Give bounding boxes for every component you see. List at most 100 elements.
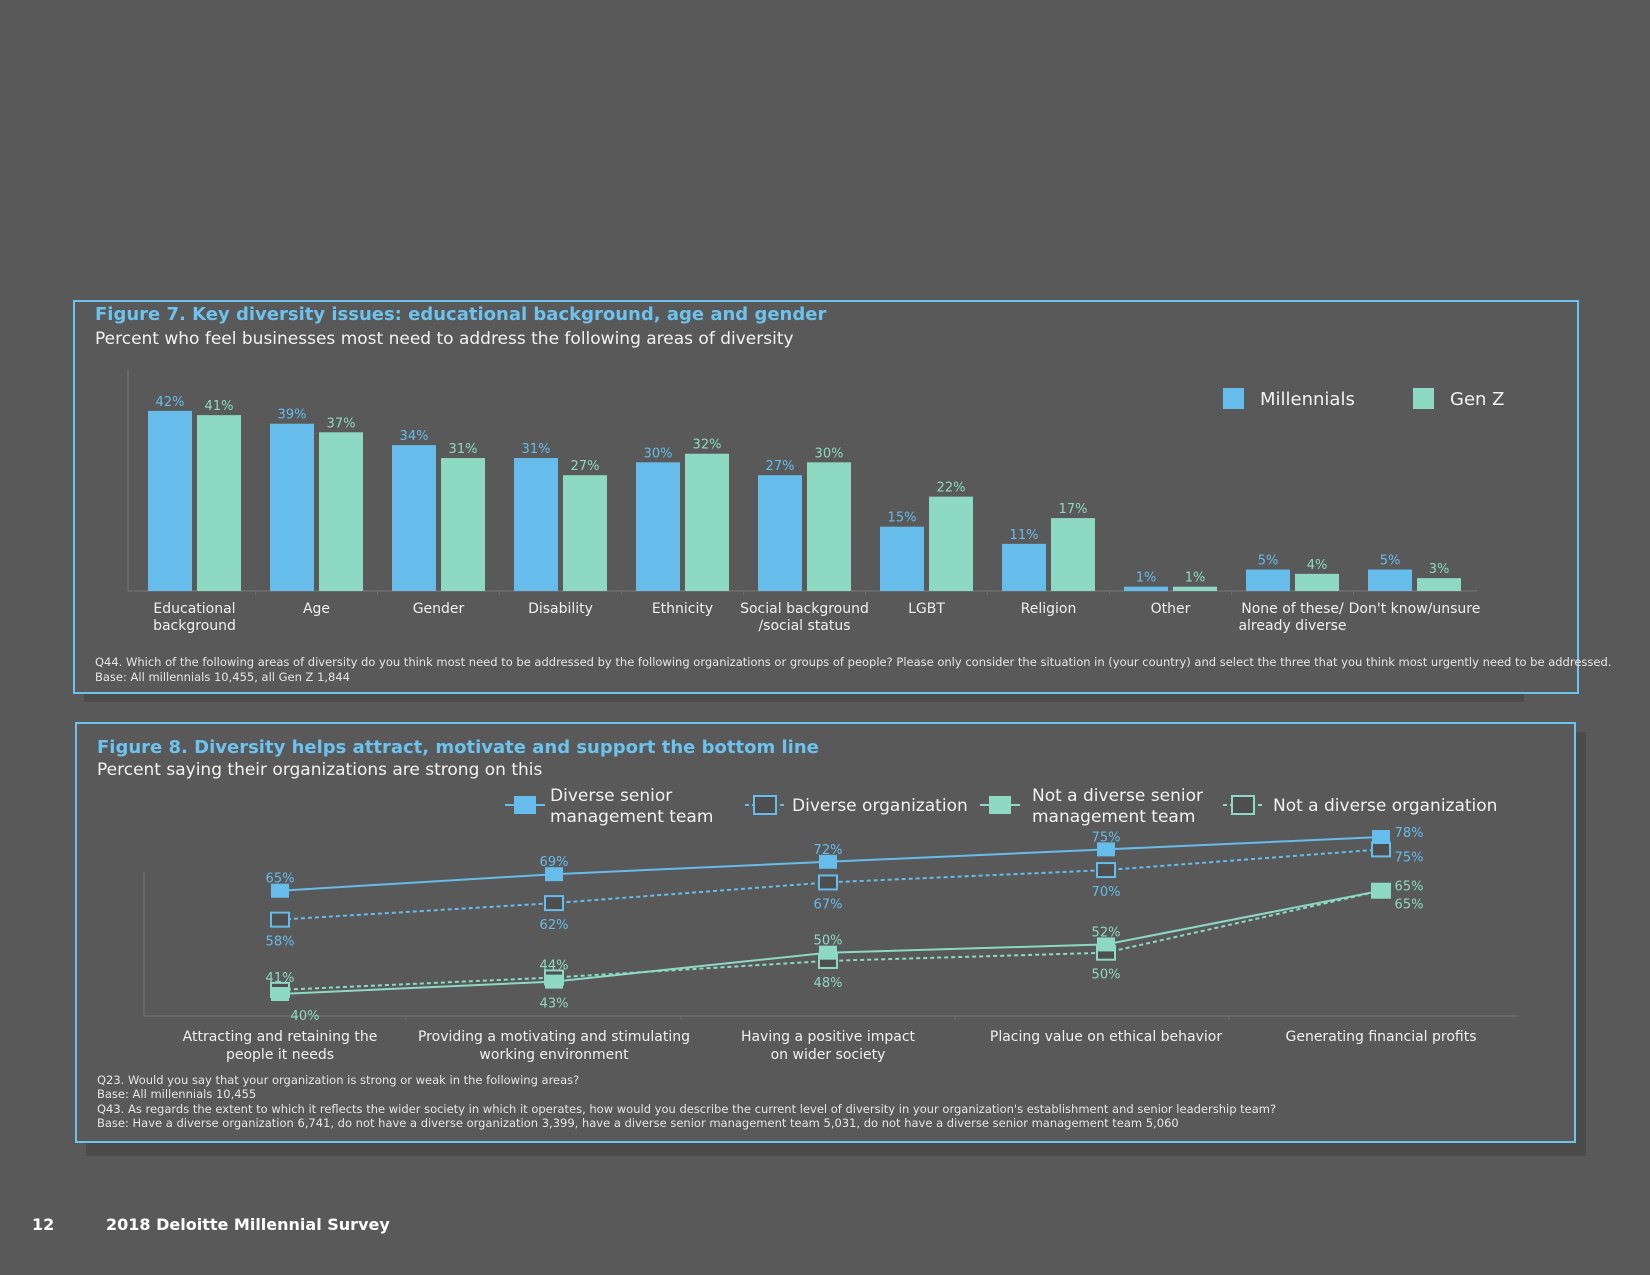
data-label: 5% [1380, 554, 1401, 569]
data-label: 48% [814, 976, 843, 991]
marker-not-diverse-senior [1097, 937, 1115, 952]
bar-millennials [1368, 569, 1412, 591]
category-label: Placing value on ethical behavior [990, 1029, 1222, 1045]
data-label: 17% [1059, 502, 1088, 517]
category-label: on wider society [771, 1047, 886, 1063]
figure7-question-note: Q44. Which of the following areas of div… [95, 655, 1612, 669]
data-label: 37% [327, 416, 356, 431]
category-label: Social background [740, 601, 869, 617]
bar-millennials [1246, 569, 1290, 591]
category-label: already diverse [1238, 618, 1346, 634]
data-label: 27% [766, 459, 795, 474]
data-label: 65% [1395, 880, 1424, 895]
data-label: 3% [1429, 562, 1450, 577]
legend-swatch-millennials [1223, 388, 1244, 409]
bar-genz [1417, 578, 1461, 591]
data-label: 41% [205, 399, 234, 414]
legend-label-diverse-org: Diverse organization [792, 796, 968, 816]
bar-millennials [1002, 543, 1046, 591]
legend-label-not-diverse-org: Not a diverse organization [1273, 796, 1497, 816]
page-number: 12 [32, 1215, 55, 1234]
bar-millennials [270, 423, 314, 591]
data-label: 58% [266, 935, 295, 950]
data-label: 69% [540, 855, 569, 870]
data-label: 42% [156, 395, 185, 410]
data-label: 15% [888, 511, 917, 526]
bar-millennials [758, 475, 802, 591]
category-label: Attracting and retaining the [183, 1029, 378, 1045]
legend-label-genz: Gen Z [1450, 389, 1504, 410]
bar-millennials [148, 410, 192, 591]
category-label: Having a positive impact [741, 1029, 916, 1045]
data-label: 50% [814, 934, 843, 949]
bar-genz [441, 458, 485, 591]
data-label: 65% [266, 872, 295, 887]
category-label: working environment [479, 1047, 629, 1063]
category-label: Other [1151, 601, 1191, 617]
category-label: Educational [153, 601, 235, 617]
data-label: 31% [522, 442, 551, 457]
category-label: Disability [528, 601, 593, 617]
marker-diverse-senior [819, 854, 837, 869]
data-label: 72% [814, 843, 843, 858]
category-label: Age [303, 601, 330, 617]
marker-diverse-org [1371, 841, 1391, 858]
data-label: 40% [291, 1009, 320, 1024]
figure7-panel: Figure 7. Key diversity issues: educatio… [73, 300, 1611, 694]
data-label: 34% [400, 429, 429, 444]
marker-diverse-org [1096, 862, 1116, 879]
marker-not-diverse-senior [271, 987, 289, 1001]
marker-diverse-senior [271, 883, 289, 898]
figure8-subtitle: Percent saying their organizations are s… [97, 760, 543, 780]
data-label: 27% [571, 459, 600, 474]
data-label: 1% [1185, 571, 1206, 586]
data-label: 41% [266, 971, 295, 986]
data-label: 75% [1092, 830, 1121, 845]
bar-genz [1295, 573, 1339, 591]
marker-not-diverse-senior [545, 974, 563, 989]
bar-genz [1173, 586, 1217, 591]
figure8-note-4: Base: Have a diverse organization 6,741,… [97, 1116, 1179, 1130]
data-label: 67% [814, 897, 843, 912]
category-label: background [153, 618, 236, 634]
data-label: 31% [449, 442, 478, 457]
figure8-note-3: Q43. As regards the extent to which it r… [97, 1102, 1277, 1116]
legend-marker-diverse-org [753, 795, 777, 815]
data-label: 1% [1136, 571, 1157, 586]
figure7-subtitle: Percent who feel businesses most need to… [95, 329, 794, 349]
bar-genz [685, 453, 729, 591]
category-label: /social status [758, 618, 850, 634]
figure8-line-chart: Attracting and retaining the people it ne… [143, 786, 1518, 1063]
figure8-note-2: Base: All millennials 10,455 [97, 1087, 257, 1101]
marker-diverse-senior [1097, 842, 1115, 857]
data-label: 22% [937, 481, 966, 496]
marker-diverse-org [270, 911, 290, 928]
bar-genz [319, 432, 363, 591]
data-label: 11% [1010, 528, 1039, 543]
legend-label-not-diverse-senior: Not a diverse senior [1032, 786, 1203, 806]
data-label: 70% [1092, 885, 1121, 900]
category-label: LGBT [908, 601, 945, 617]
bar-genz [807, 462, 851, 591]
bar-millennials [1124, 586, 1168, 591]
bar-genz [197, 415, 241, 591]
marker-diverse-org [818, 874, 838, 891]
marker-not-diverse-senior [819, 945, 837, 960]
category-label: None of these/ [1241, 601, 1344, 617]
figure8-title: Figure 8. Diversity helps attract, motiv… [97, 737, 819, 758]
data-label: 50% [1092, 968, 1121, 983]
figure7-title: Figure 7. Key diversity issues: educatio… [95, 304, 827, 325]
category-label: Don't know/unsure [1349, 601, 1481, 617]
marker-not-diverse-senior [1372, 883, 1390, 898]
data-label: 32% [693, 438, 722, 453]
data-label: 30% [644, 446, 673, 461]
data-label: 78% [1395, 826, 1424, 841]
data-label: 65% [1395, 898, 1424, 913]
legend-label-not-diverse-senior: management team [1032, 807, 1195, 827]
data-label: 43% [540, 997, 569, 1012]
bar-millennials [880, 526, 924, 591]
category-label: Gender [413, 601, 465, 617]
marker-diverse-senior [1372, 830, 1390, 844]
category-label: Generating financial profits [1285, 1029, 1476, 1045]
